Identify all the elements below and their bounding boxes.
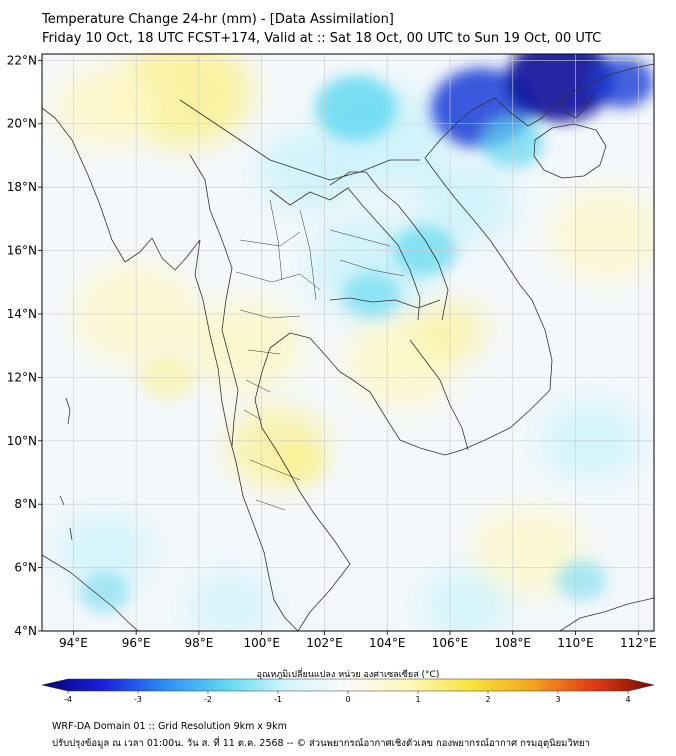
- footer-credit: ปรับปรุงข้อมูล ณ เวลา 01:00น. วัน ส. ที่…: [52, 738, 590, 749]
- colorbar: อุณหภูมิเปลี่ยนแปลง หน่วย องศาเซลเซียส (…: [41, 667, 655, 704]
- lat-tick-label: 8°N: [14, 497, 37, 511]
- footer-model-info: WRF-DA Domain 01 :: Grid Resolution 9km …: [52, 721, 287, 732]
- lat-tick-label: 14°N: [7, 307, 37, 321]
- coastline-andaman: [42, 107, 299, 631]
- map-frame: [41, 53, 655, 632]
- colorbar-tick-label: 0: [345, 695, 350, 704]
- border-laos-vietnam: [329, 171, 449, 321]
- colorbar-tick-label: 4: [625, 695, 630, 704]
- latitude-labels: 4°N 6°N 8°N 10°N 12°N 14°N 16°N 18°N 20°N 22°N: [7, 53, 37, 638]
- coastline-sumatra: [42, 554, 139, 631]
- field-anomaly: [421, 570, 510, 631]
- border-cambodia-vietnam: [409, 339, 469, 451]
- border-thai-laos: [269, 187, 421, 321]
- field-anomaly: [54, 67, 155, 149]
- colorbar-tick-label: -4: [64, 695, 72, 704]
- lon-tick-label: 106°E: [432, 636, 469, 650]
- field-anomaly: [57, 514, 152, 590]
- field-anomaly: [591, 57, 654, 108]
- field-anomaly: [415, 162, 516, 244]
- lat-tick-label: 4°N: [14, 624, 37, 638]
- border-china-south: [179, 99, 420, 181]
- coastline-andaman-islands: [59, 397, 73, 541]
- provinces-thai: [235, 199, 405, 511]
- coastline-vietnam-north: [424, 63, 654, 159]
- lon-tick-label: 112°E: [620, 636, 657, 650]
- field-anomaly: [79, 572, 130, 614]
- chart-subtitle: Friday 10 Oct, 18 UTC FCST+174, Valid at…: [42, 31, 602, 46]
- field-anomaly: [315, 75, 397, 141]
- coastline-cambodia: [349, 157, 553, 456]
- colorbar-tick-label: 1: [415, 695, 420, 704]
- lon-tick-label: 108°E: [495, 636, 532, 650]
- lat-tick-label: 6°N: [14, 561, 37, 575]
- lon-tick-label: 104°E: [369, 636, 406, 650]
- coastlines-borders: [42, 63, 654, 631]
- lon-tick-label: 110°E: [557, 636, 594, 650]
- lon-tick-label: 100°E: [243, 636, 280, 650]
- colorbar-tick-label: -3: [134, 695, 142, 704]
- lon-tick-label: 98°E: [184, 636, 213, 650]
- colorbar-ramp: [41, 678, 655, 692]
- lat-tick-label: 20°N: [7, 117, 37, 131]
- temperature-field: [42, 54, 654, 631]
- colorbar-tick-label: -1: [274, 695, 282, 704]
- coastline-leizhou: [559, 95, 593, 119]
- colorbar-tick-label: 3: [555, 695, 560, 704]
- field-anomaly: [186, 570, 275, 631]
- graticule: [38, 54, 654, 635]
- colorbar-ticks: -4 -3 -2 -1 0 1 2 3 4: [64, 691, 631, 704]
- colorbar-tick-label: 2: [485, 695, 490, 704]
- field-anomaly: [343, 272, 400, 318]
- field-anomaly: [550, 189, 654, 280]
- coastline-borneo: [559, 597, 654, 631]
- lon-tick-label: 102°E: [306, 636, 343, 650]
- border-thai-myanmar: [189, 154, 239, 447]
- lon-tick-label: 96°E: [122, 636, 151, 650]
- chart-title: Temperature Change 24-hr (mm) - [Data As…: [42, 12, 394, 27]
- coastline-hainan: [533, 123, 607, 179]
- colorbar-tick-label: -2: [204, 695, 212, 704]
- lon-tick-label: 94°E: [59, 636, 88, 650]
- coastline-gulf: [254, 332, 351, 631]
- lat-tick-label: 12°N: [7, 370, 37, 384]
- field-anomaly: [556, 560, 607, 601]
- field-anomaly: [471, 506, 585, 597]
- field-anomaly: [274, 442, 325, 484]
- colorbar-title: อุณหภูมิเปลี่ยนแปลง หน่วย องศาเซลเซียส (…: [257, 667, 440, 680]
- border-thai-cambodia: [329, 297, 441, 309]
- lat-tick-label: 22°N: [7, 53, 37, 67]
- lat-tick-label: 10°N: [7, 434, 37, 448]
- lat-tick-label: 18°N: [7, 180, 37, 194]
- longitude-labels: 94°E 96°E 98°E 100°E 102°E 104°E 106°E 108°E 110…: [59, 636, 657, 650]
- lat-tick-label: 16°N: [7, 244, 37, 258]
